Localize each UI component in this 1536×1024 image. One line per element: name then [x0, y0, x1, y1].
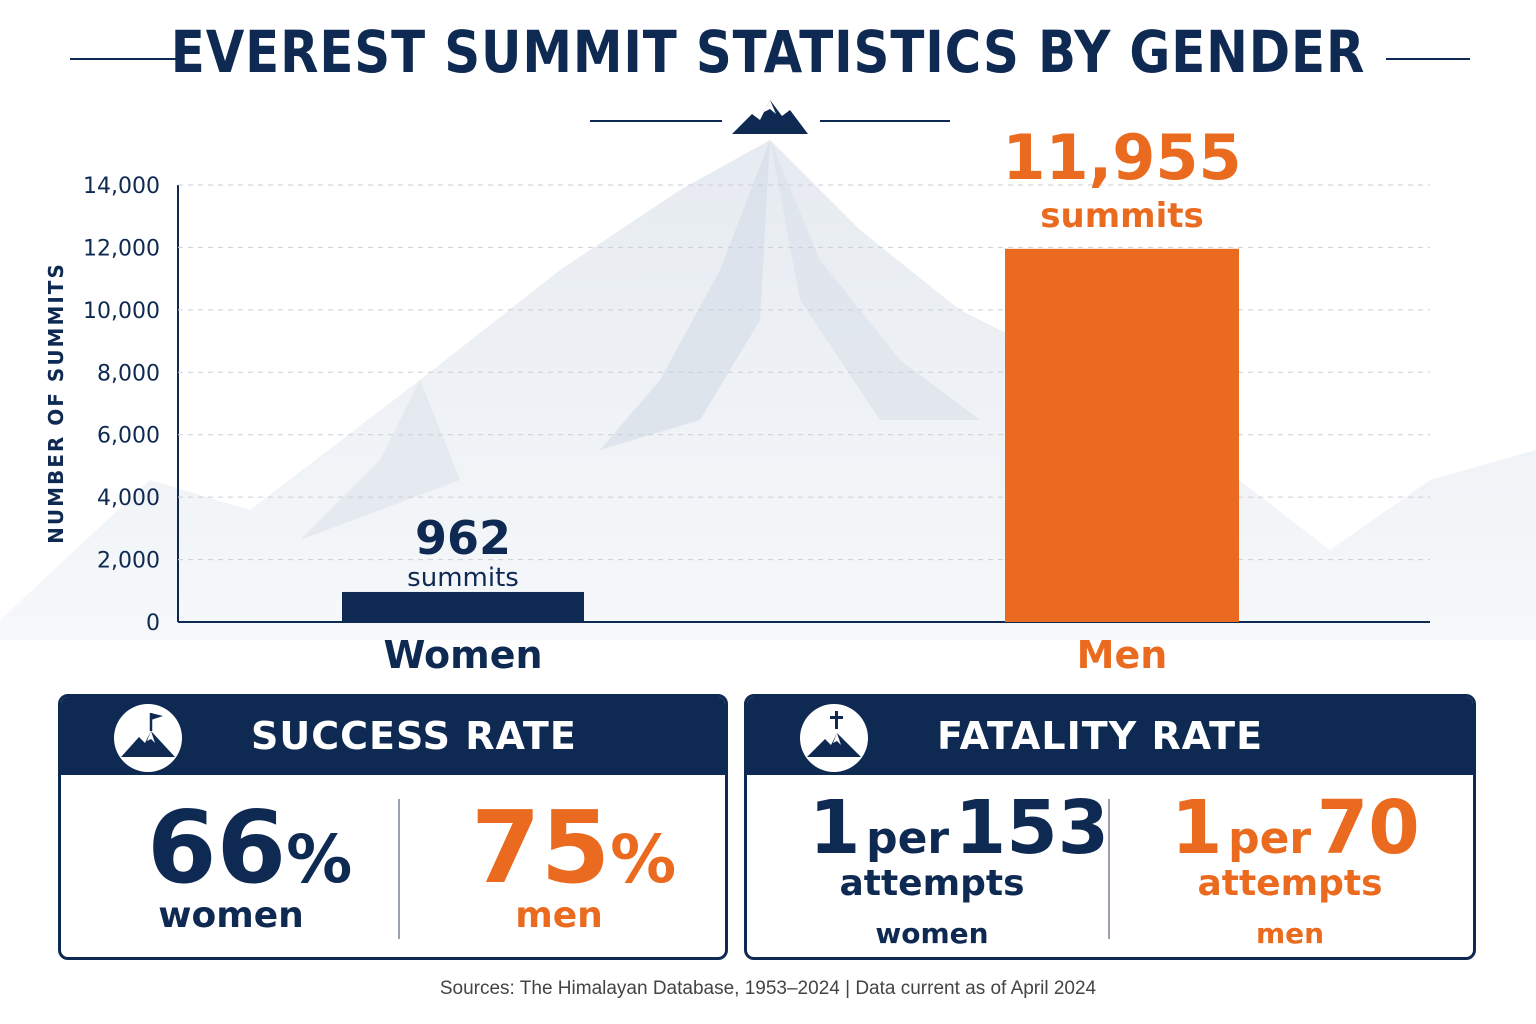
- y-axis-label: NUMBER OF SUMMITS: [44, 262, 68, 544]
- title-rule-right: [1386, 58, 1470, 60]
- y-tick-label: 6,000: [97, 424, 160, 449]
- mountain-ornament-icon: [732, 100, 808, 134]
- ornament-rule-right: [820, 120, 950, 122]
- y-tick-label: 8,000: [97, 361, 160, 386]
- fatality-men-per: per: [1228, 813, 1312, 864]
- fatality-men-number: 70: [1316, 785, 1420, 871]
- ornament-rule-left: [590, 120, 722, 122]
- success-rate-women-value: 66%: [147, 789, 352, 906]
- y-tick-label: 10,000: [83, 299, 160, 324]
- fatality-women-label: women: [875, 917, 989, 950]
- y-tick-label: 0: [146, 611, 160, 636]
- success-rate-men-value: 75%: [471, 789, 676, 906]
- fatality-men-attempts: attempts: [1197, 863, 1383, 904]
- y-tick-label: 12,000: [83, 236, 160, 261]
- bar-unit-label: summits: [407, 563, 519, 593]
- bar-value-label: 11,955: [1002, 121, 1241, 194]
- mountain-flag-icon: [114, 704, 182, 772]
- fatality-women-value: 1 per 153: [809, 785, 1109, 871]
- fatality-women-attempts: attempts: [839, 863, 1025, 904]
- success-rate-men-label: men: [515, 895, 603, 936]
- page-title: EVEREST SUMMIT STATISTICS BY GENDER: [170, 18, 1366, 86]
- success-rate-header: SUCCESS RATE: [61, 697, 725, 775]
- fatality-divider: [1108, 799, 1110, 939]
- fatality-rate-title: FATALITY RATE: [937, 714, 1264, 758]
- success-divider: [398, 799, 400, 939]
- success-women-number: 66: [147, 789, 287, 906]
- fatality-rate-card: FATALITY RATE 1 per 153 attempts women 1…: [744, 694, 1476, 960]
- success-men-unit: %: [610, 821, 677, 898]
- title-rule-left: [70, 58, 178, 60]
- bar-value-label: 962: [415, 511, 511, 565]
- bar-chart: 02,0004,0006,0008,00010,00012,00014,000 …: [83, 121, 1430, 677]
- success-men-number: 75: [471, 789, 611, 906]
- success-rate-card: SUCCESS RATE 66% women 75% men: [58, 694, 728, 960]
- fatality-women-one: 1: [809, 785, 861, 871]
- bar-unit-label: summits: [1040, 196, 1203, 236]
- fatality-men-value: 1 per 70: [1171, 785, 1420, 871]
- x-category-label: Men: [1077, 633, 1168, 677]
- fatality-rate-header: FATALITY RATE: [747, 697, 1473, 775]
- bar-women: [342, 591, 584, 622]
- x-category-label: Women: [383, 633, 542, 677]
- mountain-cross-icon: [800, 704, 868, 772]
- y-tick-label: 14,000: [83, 174, 160, 199]
- success-rate-title: SUCCESS RATE: [251, 714, 577, 758]
- fatality-men-label: men: [1255, 917, 1325, 950]
- fatality-women-number: 153: [954, 785, 1110, 871]
- success-women-unit: %: [286, 821, 353, 898]
- sources-footnote: Sources: The Himalayan Database, 1953–20…: [439, 978, 1097, 999]
- bar-men: [1005, 248, 1239, 622]
- y-tick-label: 2,000: [97, 549, 160, 574]
- fatality-men-one: 1: [1171, 785, 1223, 871]
- fatality-women-per: per: [866, 813, 950, 864]
- y-tick-label: 4,000: [97, 486, 160, 511]
- success-rate-women-label: women: [158, 895, 304, 936]
